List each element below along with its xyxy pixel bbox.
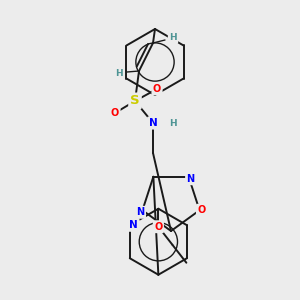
Text: O: O bbox=[197, 205, 206, 215]
Text: S: S bbox=[130, 94, 140, 107]
Text: N: N bbox=[129, 220, 138, 230]
Text: N: N bbox=[136, 207, 145, 217]
Text: H: H bbox=[169, 34, 177, 43]
Text: O: O bbox=[154, 222, 163, 232]
Text: H: H bbox=[115, 68, 123, 77]
Text: H: H bbox=[169, 118, 177, 127]
Text: N: N bbox=[148, 118, 158, 128]
Text: O: O bbox=[153, 84, 161, 94]
Text: N: N bbox=[187, 174, 195, 184]
Text: O: O bbox=[111, 108, 119, 118]
